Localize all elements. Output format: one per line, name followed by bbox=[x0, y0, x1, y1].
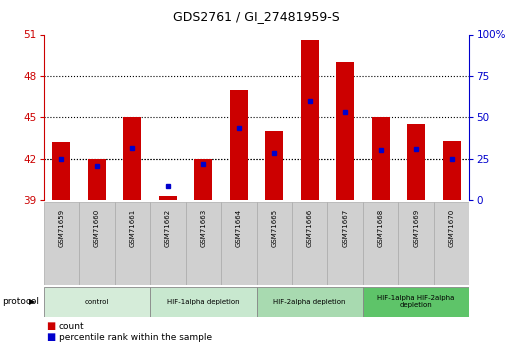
Text: GSM71662: GSM71662 bbox=[165, 208, 171, 247]
Text: GSM71661: GSM71661 bbox=[129, 208, 135, 247]
Text: ■: ■ bbox=[46, 321, 55, 331]
Text: GDS2761 / GI_27481959-S: GDS2761 / GI_27481959-S bbox=[173, 10, 340, 23]
Bar bbox=[301, 40, 319, 200]
FancyBboxPatch shape bbox=[256, 287, 363, 317]
Bar bbox=[265, 131, 283, 200]
FancyBboxPatch shape bbox=[399, 202, 434, 285]
FancyBboxPatch shape bbox=[44, 202, 79, 285]
Bar bbox=[52, 142, 70, 200]
Text: GSM71660: GSM71660 bbox=[94, 208, 100, 247]
FancyBboxPatch shape bbox=[363, 202, 399, 285]
Text: count: count bbox=[59, 322, 85, 331]
Bar bbox=[337, 62, 354, 200]
FancyBboxPatch shape bbox=[327, 202, 363, 285]
Text: GSM71669: GSM71669 bbox=[413, 208, 419, 247]
Text: HIF-2alpha depletion: HIF-2alpha depletion bbox=[273, 299, 346, 305]
FancyBboxPatch shape bbox=[221, 202, 256, 285]
Bar bbox=[194, 159, 212, 200]
Text: GSM71663: GSM71663 bbox=[200, 208, 206, 247]
Text: GSM71664: GSM71664 bbox=[236, 208, 242, 247]
Bar bbox=[88, 159, 106, 200]
Text: protocol: protocol bbox=[3, 297, 40, 306]
FancyBboxPatch shape bbox=[186, 202, 221, 285]
FancyBboxPatch shape bbox=[256, 202, 292, 285]
Bar bbox=[372, 117, 389, 200]
Text: GSM71670: GSM71670 bbox=[449, 208, 455, 247]
FancyBboxPatch shape bbox=[150, 202, 186, 285]
Text: GSM71667: GSM71667 bbox=[342, 208, 348, 247]
Text: percentile rank within the sample: percentile rank within the sample bbox=[59, 333, 212, 342]
Text: GSM71668: GSM71668 bbox=[378, 208, 384, 247]
Bar bbox=[230, 90, 248, 200]
Text: GSM71665: GSM71665 bbox=[271, 208, 277, 247]
Bar bbox=[407, 124, 425, 200]
FancyBboxPatch shape bbox=[44, 287, 150, 317]
Text: HIF-1alpha depletion: HIF-1alpha depletion bbox=[167, 299, 240, 305]
Bar bbox=[159, 196, 176, 200]
Text: ▶: ▶ bbox=[29, 297, 35, 306]
Text: GSM71666: GSM71666 bbox=[307, 208, 313, 247]
FancyBboxPatch shape bbox=[363, 287, 469, 317]
Bar bbox=[443, 141, 461, 200]
FancyBboxPatch shape bbox=[150, 287, 256, 317]
Bar bbox=[124, 117, 141, 200]
FancyBboxPatch shape bbox=[292, 202, 327, 285]
Text: HIF-1alpha HIF-2alpha
depletion: HIF-1alpha HIF-2alpha depletion bbox=[378, 295, 455, 308]
FancyBboxPatch shape bbox=[114, 202, 150, 285]
FancyBboxPatch shape bbox=[434, 202, 469, 285]
FancyBboxPatch shape bbox=[79, 202, 114, 285]
Text: control: control bbox=[85, 299, 109, 305]
Text: GSM71659: GSM71659 bbox=[58, 208, 64, 247]
Text: ■: ■ bbox=[46, 333, 55, 342]
